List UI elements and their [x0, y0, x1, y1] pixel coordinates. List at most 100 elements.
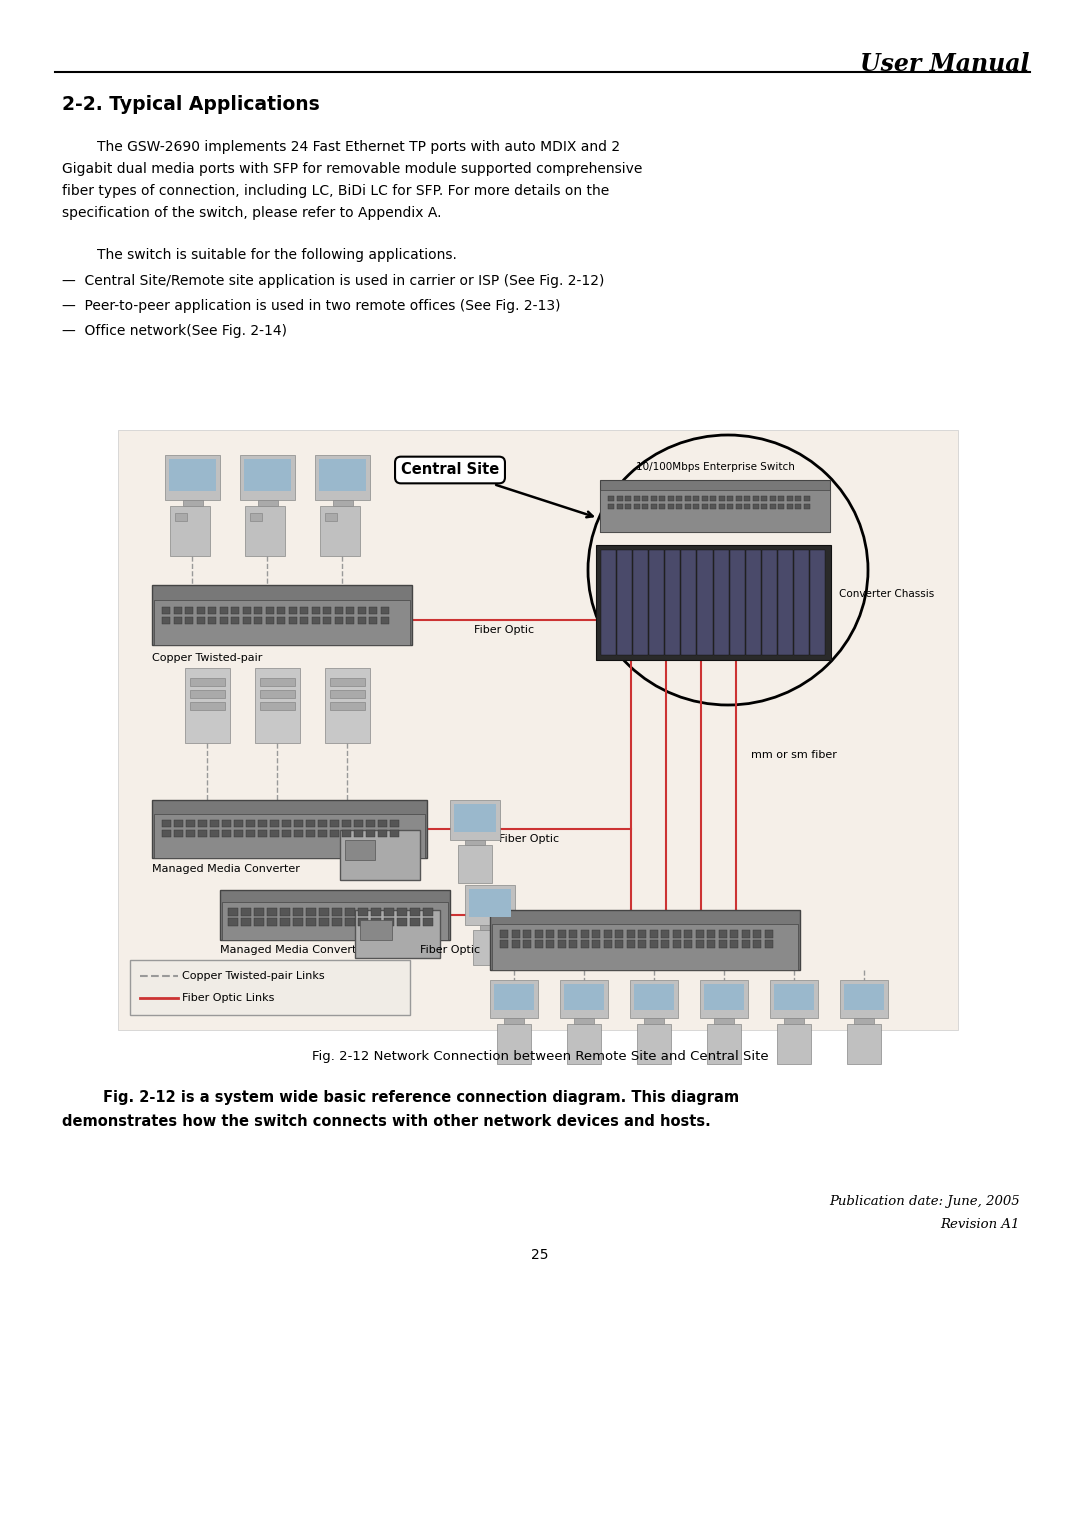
Bar: [208, 617, 216, 623]
Bar: [573, 1018, 594, 1024]
Bar: [569, 940, 577, 947]
Text: —  Office network(See Fig. 2-14): — Office network(See Fig. 2-14): [62, 324, 287, 338]
Bar: [300, 607, 308, 614]
Text: The GSW-2690 implements 24 Fast Ethernet TP ports with auto MDIX and 2: The GSW-2690 implements 24 Fast Ethernet…: [62, 141, 620, 154]
Bar: [730, 931, 738, 938]
Bar: [604, 931, 611, 938]
Bar: [608, 497, 615, 501]
Bar: [174, 821, 183, 827]
Bar: [330, 830, 339, 837]
Bar: [615, 931, 623, 938]
Bar: [168, 458, 216, 490]
Bar: [600, 480, 831, 532]
Text: Fig. 2-12 Network Connection between Remote Site and Central Site: Fig. 2-12 Network Connection between Rem…: [312, 1050, 768, 1063]
Bar: [369, 617, 377, 623]
Bar: [490, 979, 538, 1018]
Bar: [240, 455, 295, 500]
Bar: [162, 617, 170, 623]
Bar: [397, 908, 407, 915]
Text: Central Site: Central Site: [401, 463, 593, 518]
Bar: [600, 550, 616, 656]
Bar: [745, 550, 760, 656]
Bar: [523, 940, 531, 947]
Bar: [761, 504, 767, 509]
Text: —  Central Site/Remote site application is used in carrier or ISP (See Fig. 2-12: — Central Site/Remote site application i…: [62, 274, 605, 287]
Bar: [246, 830, 255, 837]
Bar: [795, 504, 801, 509]
Bar: [325, 668, 370, 743]
Bar: [335, 617, 342, 623]
Bar: [330, 701, 365, 711]
Text: Revision A1: Revision A1: [941, 1218, 1020, 1232]
Bar: [198, 830, 207, 837]
Text: 25: 25: [531, 1248, 549, 1262]
Bar: [354, 830, 363, 837]
Bar: [608, 504, 615, 509]
Bar: [390, 830, 399, 837]
Bar: [810, 550, 825, 656]
Bar: [185, 668, 230, 743]
Bar: [170, 506, 210, 556]
Bar: [208, 607, 216, 614]
Bar: [345, 840, 375, 860]
Bar: [280, 908, 291, 915]
Bar: [500, 931, 508, 938]
Bar: [254, 908, 264, 915]
Bar: [718, 497, 725, 501]
Bar: [707, 940, 715, 947]
Bar: [185, 617, 193, 623]
Bar: [372, 918, 381, 926]
Text: Managed Media Converter: Managed Media Converter: [152, 863, 300, 874]
Bar: [650, 504, 657, 509]
Bar: [197, 617, 204, 623]
Bar: [323, 617, 330, 623]
Bar: [423, 908, 433, 915]
Bar: [718, 940, 727, 947]
Bar: [306, 908, 316, 915]
Bar: [778, 550, 793, 656]
Bar: [280, 918, 291, 926]
Bar: [744, 497, 750, 501]
Bar: [162, 607, 170, 614]
Text: mm or sm fiber: mm or sm fiber: [751, 750, 837, 759]
Bar: [450, 801, 500, 840]
Bar: [795, 497, 801, 501]
Bar: [630, 979, 678, 1018]
Bar: [276, 607, 285, 614]
Bar: [642, 497, 648, 501]
Bar: [258, 830, 267, 837]
Bar: [659, 497, 665, 501]
Bar: [659, 504, 665, 509]
Text: —  Peer-to-peer application is used in two remote offices (See Fig. 2-13): — Peer-to-peer application is used in tw…: [62, 299, 561, 313]
Bar: [742, 940, 750, 947]
Bar: [626, 931, 635, 938]
Bar: [604, 940, 611, 947]
Bar: [727, 497, 733, 501]
Bar: [847, 1024, 881, 1063]
Bar: [397, 918, 407, 926]
Bar: [546, 940, 554, 947]
Bar: [696, 940, 703, 947]
Bar: [260, 691, 295, 698]
Bar: [676, 497, 681, 501]
Bar: [596, 545, 831, 660]
Bar: [130, 960, 410, 1015]
Bar: [777, 1024, 811, 1063]
Bar: [222, 821, 231, 827]
Bar: [673, 940, 680, 947]
Bar: [625, 497, 631, 501]
Bar: [342, 821, 351, 827]
Bar: [258, 821, 267, 827]
Text: Copper Twisted-pair: Copper Twisted-pair: [152, 652, 262, 663]
Bar: [197, 607, 204, 614]
Bar: [254, 918, 264, 926]
Bar: [735, 504, 742, 509]
Bar: [644, 1018, 664, 1024]
Bar: [649, 931, 658, 938]
Bar: [410, 918, 420, 926]
Bar: [245, 506, 285, 556]
Bar: [492, 924, 798, 970]
Bar: [372, 908, 381, 915]
Bar: [267, 908, 276, 915]
Bar: [243, 607, 251, 614]
